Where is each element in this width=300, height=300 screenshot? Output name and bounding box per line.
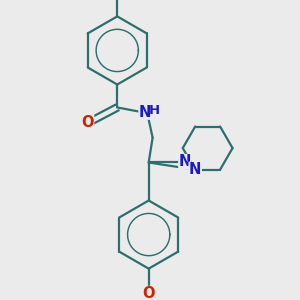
Text: H: H [148,103,160,117]
Text: N: N [139,104,151,119]
Text: N: N [178,154,191,169]
Text: O: O [82,115,94,130]
Text: N: N [189,162,201,177]
Text: O: O [142,286,155,300]
